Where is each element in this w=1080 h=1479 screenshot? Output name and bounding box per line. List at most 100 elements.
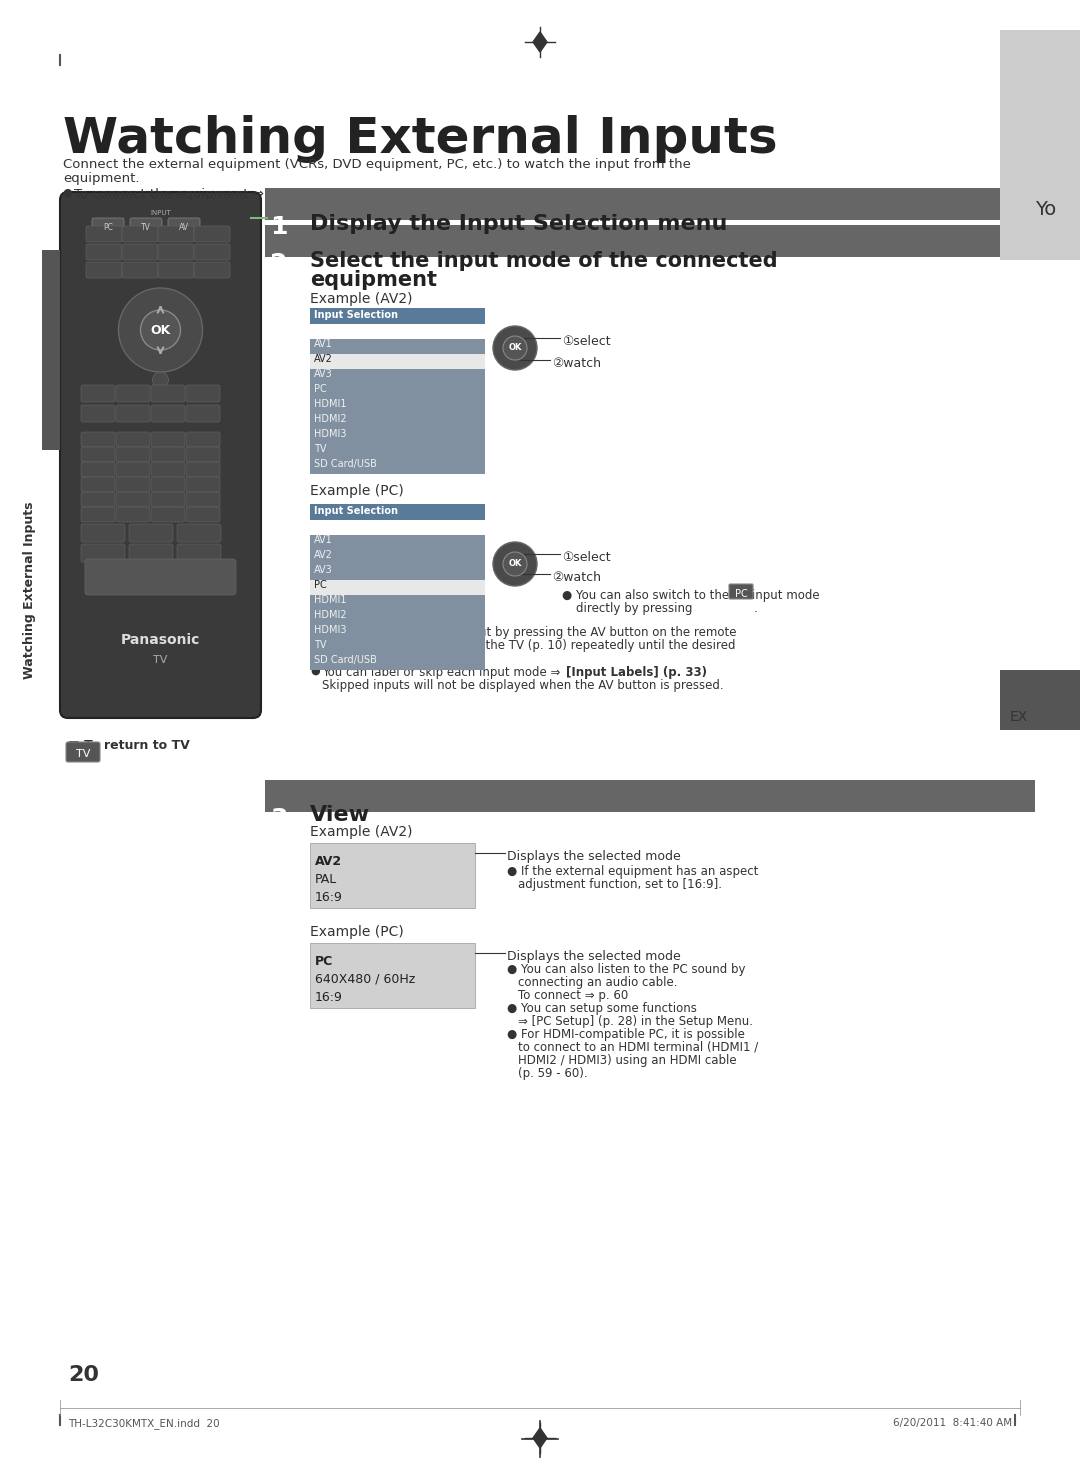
Text: Example (AV2): Example (AV2) [310, 825, 413, 839]
Text: directly by pressing: directly by pressing [576, 602, 697, 615]
FancyBboxPatch shape [186, 478, 220, 493]
FancyBboxPatch shape [116, 461, 150, 478]
Text: AV2: AV2 [315, 855, 342, 868]
FancyBboxPatch shape [86, 262, 122, 278]
Bar [265, 225, 1035, 257]
Bar [310, 640, 485, 655]
FancyBboxPatch shape [122, 244, 158, 260]
Text: ● You can also listen to the PC sound by: ● You can also listen to the PC sound by [507, 963, 745, 976]
FancyBboxPatch shape [116, 405, 150, 422]
FancyBboxPatch shape [85, 559, 237, 595]
Text: ● If the external equipment has an aspect: ● If the external equipment has an aspec… [507, 865, 758, 879]
FancyBboxPatch shape [116, 478, 150, 493]
Text: TV: TV [314, 444, 326, 454]
Text: TV: TV [76, 748, 91, 759]
Text: ●: ● [63, 188, 77, 198]
Text: ②watch: ②watch [552, 356, 600, 370]
Bar [310, 444, 485, 458]
Text: TV: TV [153, 655, 167, 666]
FancyBboxPatch shape [177, 524, 221, 541]
Text: Watching External Inputs: Watching External Inputs [63, 115, 778, 163]
Text: (p. 59 - 60).: (p. 59 - 60). [518, 1066, 588, 1080]
Text: AV3: AV3 [314, 565, 333, 575]
Text: connecting an audio cable.: connecting an audio cable. [518, 976, 677, 989]
FancyBboxPatch shape [151, 385, 185, 402]
Text: OK: OK [150, 324, 171, 337]
Text: PC: PC [314, 385, 327, 393]
Text: Example (PC): Example (PC) [310, 924, 404, 939]
Text: TV: TV [314, 640, 326, 649]
Text: ●: ● [310, 666, 320, 676]
FancyBboxPatch shape [158, 226, 194, 243]
FancyBboxPatch shape [116, 447, 150, 461]
FancyBboxPatch shape [130, 217, 162, 237]
Text: AV: AV [179, 222, 189, 232]
Text: PAL: PAL [315, 873, 337, 886]
Text: HDMI2 / HDMI3) using an HDMI cable: HDMI2 / HDMI3) using an HDMI cable [518, 1055, 737, 1066]
Text: You can label or skip each input mode ⇒: You can label or skip each input mode ⇒ [322, 666, 564, 679]
Bar [1000, 30, 1080, 260]
Circle shape [503, 336, 527, 359]
Text: Example (AV2): Example (AV2) [310, 291, 413, 306]
FancyBboxPatch shape [81, 405, 114, 422]
Bar [310, 595, 485, 609]
Bar [310, 368, 485, 385]
Circle shape [503, 552, 527, 575]
Text: 16:9: 16:9 [315, 991, 342, 1004]
FancyBboxPatch shape [186, 432, 220, 447]
FancyBboxPatch shape [194, 226, 230, 243]
FancyBboxPatch shape [151, 447, 185, 461]
Text: ①select: ①select [562, 336, 610, 348]
Text: PC: PC [734, 589, 747, 599]
FancyBboxPatch shape [122, 262, 158, 278]
Bar [310, 944, 475, 1009]
FancyBboxPatch shape [60, 192, 261, 717]
Circle shape [119, 288, 203, 373]
FancyBboxPatch shape [81, 478, 114, 493]
FancyBboxPatch shape [151, 493, 185, 507]
Text: ①select: ①select [562, 552, 610, 563]
FancyBboxPatch shape [116, 385, 150, 402]
FancyBboxPatch shape [129, 524, 173, 541]
Text: HDMI2: HDMI2 [314, 414, 347, 424]
FancyBboxPatch shape [86, 226, 122, 243]
Circle shape [140, 311, 180, 351]
Bar [310, 843, 475, 908]
FancyBboxPatch shape [116, 507, 150, 522]
Text: 1: 1 [270, 214, 287, 240]
Text: You can also select the input by pressing the AV button on the remote: You can also select the input by pressin… [322, 626, 737, 639]
Text: TV: TV [141, 222, 151, 232]
Text: AV1: AV1 [314, 535, 333, 544]
Bar [310, 308, 485, 324]
Text: Example (PC): Example (PC) [310, 484, 404, 498]
FancyBboxPatch shape [729, 584, 753, 599]
Text: PC: PC [315, 955, 334, 967]
Text: Select the input mode of the connected: Select the input mode of the connected [310, 251, 778, 271]
FancyBboxPatch shape [92, 217, 124, 237]
Bar [265, 188, 1035, 220]
FancyBboxPatch shape [186, 405, 220, 422]
Text: AV3: AV3 [314, 368, 333, 379]
Text: (p. 9, 58 - 60): (p. 9, 58 - 60) [291, 188, 392, 201]
Text: AV2: AV2 [314, 353, 333, 364]
FancyBboxPatch shape [194, 262, 230, 278]
FancyBboxPatch shape [168, 217, 200, 237]
Text: HDMI2: HDMI2 [314, 609, 347, 620]
Bar [310, 626, 485, 640]
Text: 3: 3 [270, 808, 287, 831]
Bar [310, 550, 485, 565]
Text: control or the side panel of the TV (p. 10) repeatedly until the desired: control or the side panel of the TV (p. … [322, 639, 735, 652]
FancyBboxPatch shape [122, 226, 158, 243]
Text: adjustment function, set to [16:9].: adjustment function, set to [16:9]. [518, 879, 723, 890]
Bar [310, 414, 485, 429]
Text: HDMI3: HDMI3 [314, 626, 347, 634]
Text: ● You can also switch to the PC input mode: ● You can also switch to the PC input mo… [562, 589, 820, 602]
FancyBboxPatch shape [186, 447, 220, 461]
FancyBboxPatch shape [81, 447, 114, 461]
Bar [310, 339, 485, 353]
Bar [310, 580, 485, 595]
Text: ● For HDMI-compatible PC, it is possible: ● For HDMI-compatible PC, it is possible [507, 1028, 745, 1041]
FancyBboxPatch shape [81, 544, 125, 562]
Text: Panasonic: Panasonic [121, 633, 200, 646]
FancyBboxPatch shape [186, 507, 220, 522]
